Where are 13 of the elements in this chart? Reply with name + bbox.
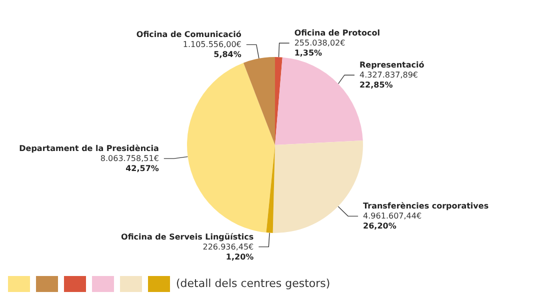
slice-label: Oficina de Comunicació: [136, 30, 242, 40]
data-label: 255.038,02€ 1,35%: [294, 38, 346, 58]
data-label: 4.961.607,44€ 26,20%: [363, 212, 422, 231]
slice-label: Departament de la Presidència: [19, 144, 159, 154]
data-label: 1.105.556,00€ 5,84%: [182, 40, 242, 60]
data-label: 226.936,45€ 1,20%: [202, 242, 254, 262]
slice-label: Representació: [359, 60, 425, 70]
slice-label: Oficina de Protocol: [294, 28, 380, 38]
slice-label: Transferències corporatives: [363, 202, 489, 211]
slice-label: Oficina de Serveis Lingüístics: [121, 232, 254, 242]
data-label: 8.063.758,51€ 42,57%: [100, 154, 159, 174]
text: (detall dels centres gestors): [176, 277, 330, 290]
data-label: 4.327.837,89€ 22,85%: [359, 70, 418, 90]
